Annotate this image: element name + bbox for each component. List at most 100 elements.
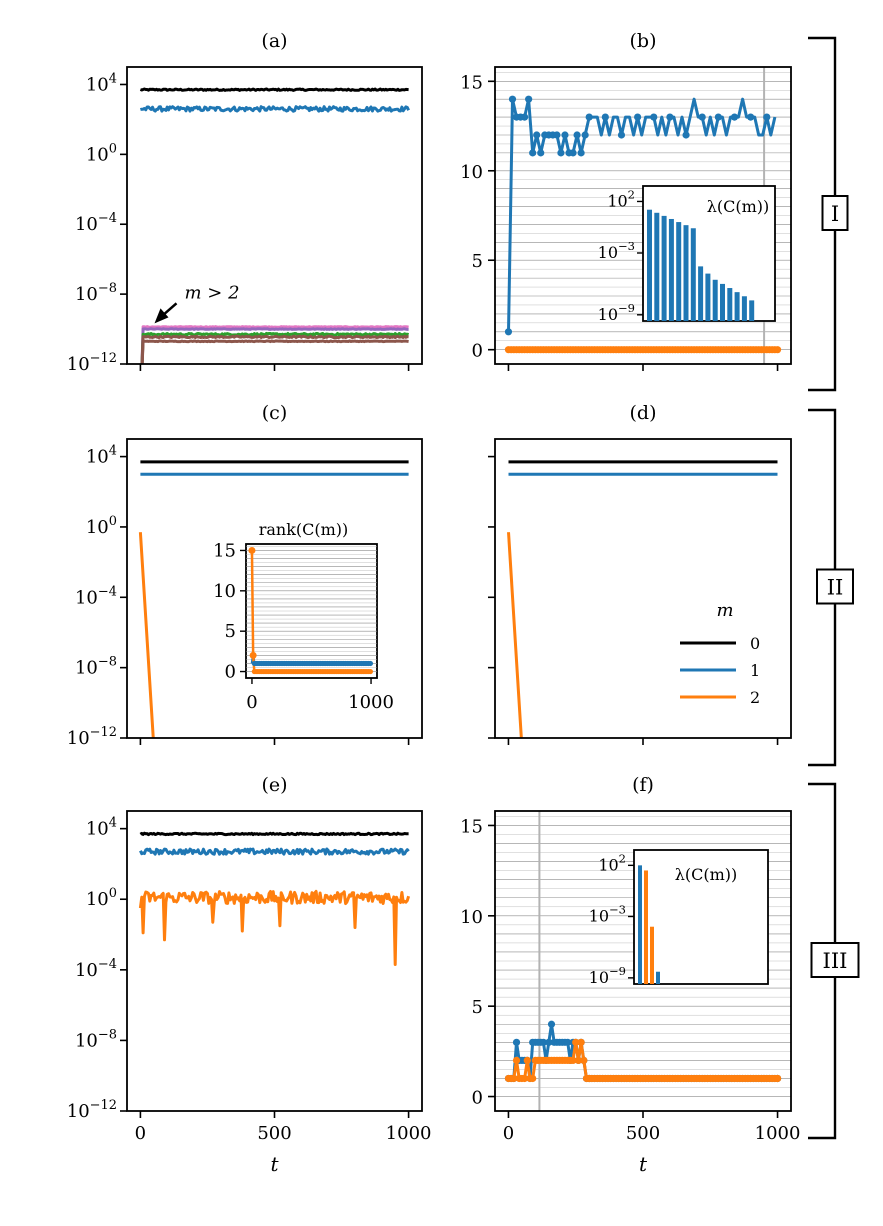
y-tick-label: 0 [472,341,483,362]
y-tick-label: 100 [86,514,117,538]
inset-point [367,668,374,675]
series-line [140,339,409,364]
plot-area-f [495,811,791,1111]
inset-y-tick-label: 10−3 [598,239,635,262]
inset-bar [734,292,740,321]
y-tick-label: 10−8 [75,1027,117,1051]
plot-area-e [138,831,411,966]
axes-frame [126,810,423,1112]
data-point [529,149,537,157]
inset-x-tick-label: 0 [246,692,257,713]
inset-x-tick-label: 1000 [348,692,394,713]
regime-bracket: I [808,36,849,392]
data-point [574,1056,583,1064]
regime-label: II [827,576,844,600]
annotation-text: m > 2 [185,282,240,303]
data-point [773,346,782,354]
data-point [577,149,585,157]
legend-label: 2 [750,688,760,707]
inset-point [249,651,257,659]
inset-frame [633,849,769,985]
panel-title: (b) [630,30,657,52]
inset-y-tick-label: 0 [225,662,236,683]
regime-label: I [831,202,839,226]
series-line [138,889,411,966]
y-tick-label: 10−8 [75,655,117,679]
series-line [139,847,410,856]
inset-bar [741,296,747,321]
y-tick-label: 10−12 [67,725,117,749]
inset-b: 102 10−3 10−9 λ(C(m)) [598,185,776,324]
regime-label-box [810,942,860,978]
data-point [698,113,706,121]
inset-bar [668,218,674,321]
inset-bar [650,926,654,984]
inset-bar [683,225,689,321]
data-point [763,113,771,121]
data-point [666,113,674,121]
panel-title: (f) [632,774,654,796]
data-point [539,1038,548,1046]
data-point [569,1056,577,1064]
series-line [139,105,410,113]
legend-label: 0 [750,634,760,653]
inset-y-tick-label: 102 [607,187,635,210]
plot-area-a [139,87,410,364]
legend-label: 1 [750,661,760,680]
panel-e: 104 100 10−4 10−8 10−12 0 500 1000 t (e) [67,774,432,1176]
regime-label-box [816,568,854,605]
inset-y-tick-label: 102 [598,851,626,874]
plot-area-d [507,460,778,738]
data-point [730,113,739,121]
x-tick-label: 500 [626,1123,660,1144]
inset-bar [712,279,718,321]
data-point [617,131,626,139]
inset-bar [638,865,642,984]
x-tick-label: 1000 [386,1123,432,1144]
data-point [508,95,517,103]
data-point [529,1074,537,1083]
inset-point [367,660,374,667]
y-tick-label: 104 [86,71,117,95]
data-point [773,1074,782,1083]
panel-title: (e) [261,774,287,796]
y-tick-label: 0 [472,1088,483,1109]
regime-label-box [821,195,849,231]
x-axis-label: t [639,1152,648,1176]
data-point [569,149,577,157]
inset-bar [676,222,682,321]
inset-y-tick-label: 10−9 [589,964,626,987]
series-line [139,831,409,837]
inset-bar [654,212,660,321]
x-axis-label: t [270,1152,279,1176]
data-point [634,113,642,121]
panel-a: 104 100 10−4 10−8 10−12 (a) m > 2 [67,30,423,375]
data-point [577,1038,585,1046]
x-tick-label: 1000 [755,1123,801,1144]
y-tick-label: 5 [472,997,483,1018]
data-point [545,1038,553,1046]
data-point [573,131,581,139]
inset-f: 102 10−3 10−9 λ(C(m)) [589,849,769,987]
data-point [533,131,541,139]
regime-bracket: II [808,408,854,767]
annotation-arrowhead [154,308,169,324]
plot-area-c [138,460,409,738]
series-line [140,331,410,364]
data-point [714,113,722,121]
legend-title: m [716,600,733,621]
y-tick-label: 15 [460,72,483,93]
y-tick-label: 15 [460,816,483,837]
inset-y-tick-label: 10 [213,581,236,602]
inset-bar [647,209,652,321]
inset-bar [656,971,660,984]
y-tick-label: 10−12 [67,1098,117,1122]
inset-bar [644,870,648,984]
data-point [572,1038,580,1046]
data-point [510,1074,518,1083]
series-line [140,325,409,364]
axes-frame [494,438,792,739]
inset-label: λ(C(m)) [675,865,738,884]
x-tick-label: 0 [503,1123,514,1144]
y-tick-label: 10 [460,907,483,928]
